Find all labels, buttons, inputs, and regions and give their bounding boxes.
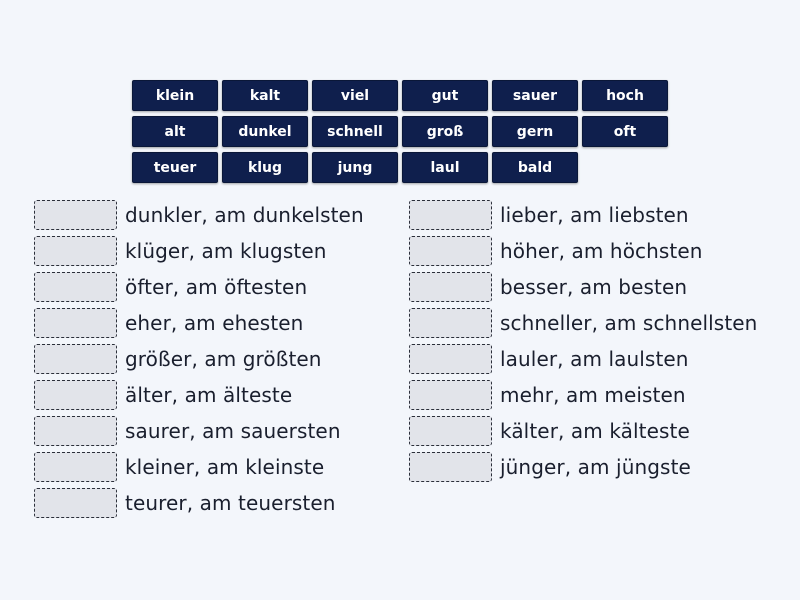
- drop-zone[interactable]: [34, 344, 117, 374]
- answer-label: älter, am älteste: [125, 383, 293, 407]
- answer-row: eher, am ehesten: [34, 308, 303, 338]
- answer-row: höher, am höchsten: [409, 236, 703, 266]
- answer-row: mehr, am meisten: [409, 380, 686, 410]
- drop-zone[interactable]: [409, 200, 492, 230]
- answer-label: dunkler, am dunkelsten: [125, 203, 364, 227]
- answer-label: teurer, am teuersten: [125, 491, 336, 515]
- answer-label: größer, am größten: [125, 347, 322, 371]
- answer-row: teurer, am teuersten: [34, 488, 336, 518]
- answer-label: mehr, am meisten: [500, 383, 686, 407]
- drop-zone[interactable]: [34, 452, 117, 482]
- drop-zone[interactable]: [409, 344, 492, 374]
- answer-row: besser, am besten: [409, 272, 687, 302]
- word-tile-dunkel[interactable]: dunkel: [222, 116, 308, 147]
- word-tile-kalt[interactable]: kalt: [222, 80, 308, 111]
- drop-zone[interactable]: [409, 380, 492, 410]
- drop-zone[interactable]: [34, 416, 117, 446]
- answer-label: besser, am besten: [500, 275, 688, 299]
- answer-label: saurer, am sauersten: [125, 419, 341, 443]
- answer-label: öfter, am öftesten: [125, 275, 308, 299]
- word-tile-schnell[interactable]: schnell: [312, 116, 398, 147]
- answer-label: eher, am ehesten: [125, 311, 304, 335]
- drop-zone[interactable]: [34, 272, 117, 302]
- drop-zone[interactable]: [34, 236, 117, 266]
- drop-zone[interactable]: [409, 416, 492, 446]
- word-tile-alt[interactable]: alt: [132, 116, 218, 147]
- answer-row: lauler, am laulsten: [409, 344, 689, 374]
- answer-row: lieber, am liebsten: [409, 200, 689, 230]
- word-tile-gern[interactable]: gern: [492, 116, 578, 147]
- word-tile-jung[interactable]: jung: [312, 152, 398, 183]
- word-tile-laul[interactable]: laul: [402, 152, 488, 183]
- answer-row: klüger, am klugsten: [34, 236, 327, 266]
- word-tile-oft[interactable]: oft: [582, 116, 668, 147]
- answer-row: saurer, am sauersten: [34, 416, 341, 446]
- answer-row: älter, am älteste: [34, 380, 292, 410]
- answer-row: jünger, am jüngste: [409, 452, 691, 482]
- drop-zone[interactable]: [409, 272, 492, 302]
- word-tile-teuer[interactable]: teuer: [132, 152, 218, 183]
- word-tile-klug[interactable]: klug: [222, 152, 308, 183]
- answer-label: lauler, am laulsten: [500, 347, 689, 371]
- drop-zone[interactable]: [409, 236, 492, 266]
- word-tile-klein[interactable]: klein: [132, 80, 218, 111]
- answer-label: lieber, am liebsten: [500, 203, 689, 227]
- answer-row: schneller, am schnellsten: [409, 308, 757, 338]
- answer-label: jünger, am jüngste: [500, 455, 691, 479]
- word-tile-viel[interactable]: viel: [312, 80, 398, 111]
- drop-zone[interactable]: [34, 488, 117, 518]
- answer-row: größer, am größten: [34, 344, 322, 374]
- answer-row: dunkler, am dunkelsten: [34, 200, 364, 230]
- answer-label: schneller, am schnellsten: [500, 311, 758, 335]
- drop-zone[interactable]: [409, 452, 492, 482]
- answer-row: kälter, am kälteste: [409, 416, 690, 446]
- answer-label: kleiner, am kleinste: [125, 455, 325, 479]
- word-tile-gross[interactable]: groß: [402, 116, 488, 147]
- answer-row: kleiner, am kleinste: [34, 452, 324, 482]
- answer-label: höher, am höchsten: [500, 239, 703, 263]
- answer-row: öfter, am öftesten: [34, 272, 307, 302]
- answer-label: kälter, am kälteste: [500, 419, 690, 443]
- drop-zone[interactable]: [34, 380, 117, 410]
- drop-zone[interactable]: [409, 308, 492, 338]
- answer-label: klüger, am klugsten: [125, 239, 327, 263]
- word-tile-bald[interactable]: bald: [492, 152, 578, 183]
- drop-zone[interactable]: [34, 200, 117, 230]
- word-tile-hoch[interactable]: hoch: [582, 80, 668, 111]
- word-tile-sauer[interactable]: sauer: [492, 80, 578, 111]
- word-tile-gut[interactable]: gut: [402, 80, 488, 111]
- drop-zone[interactable]: [34, 308, 117, 338]
